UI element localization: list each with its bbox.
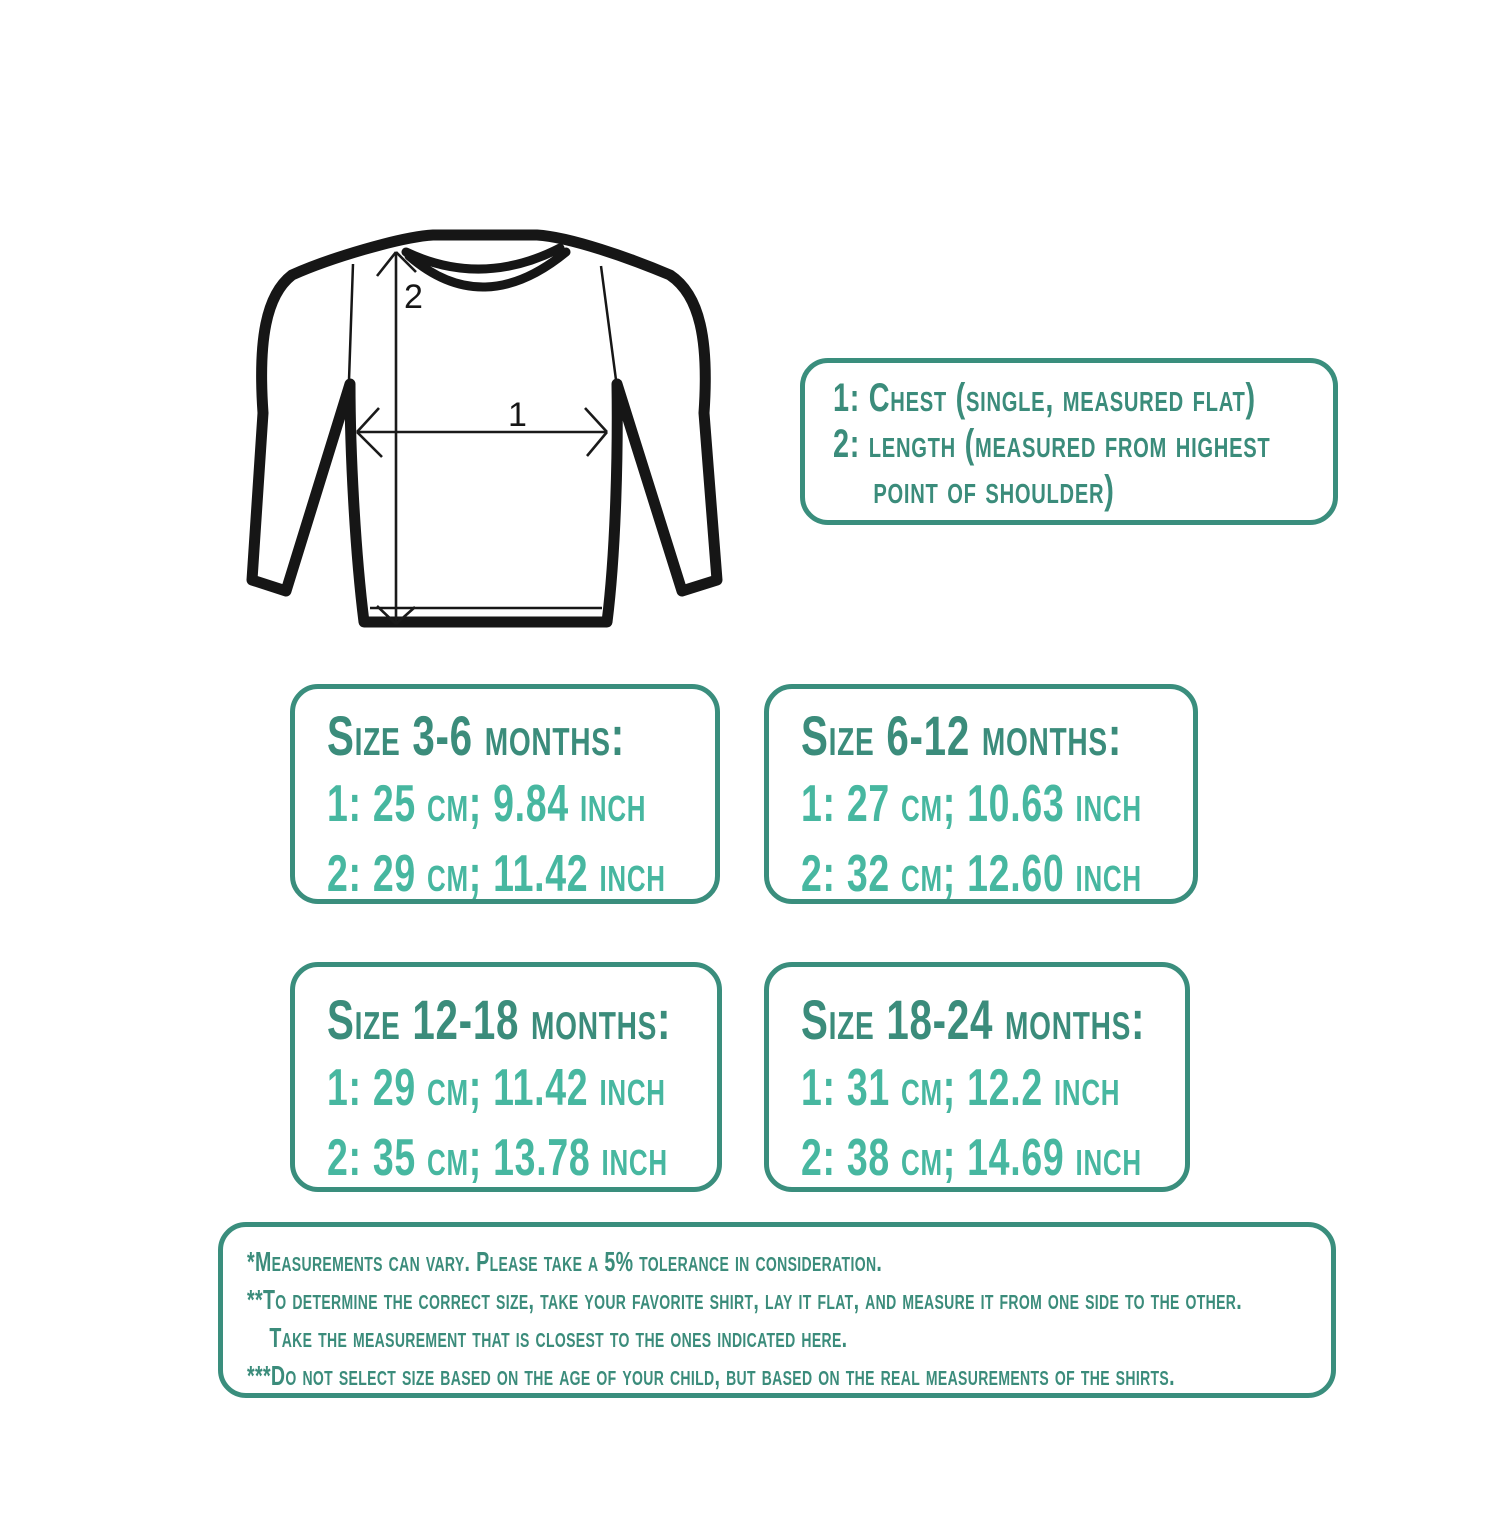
chest-measure-arrow [356, 407, 608, 458]
size-box-6-12-months: Size 6-12 months: 1: 27 cm; 10.63 inch 2… [764, 684, 1198, 904]
length-measurement: 2: 29 cm; 11.42 inch [327, 845, 666, 903]
length-measurement: 2: 32 cm; 12.60 inch [801, 845, 1142, 903]
length-measurement: 2: 38 cm; 14.69 inch [801, 1129, 1142, 1187]
size-box-3-6-months: Size 3-6 months: 1: 25 cm; 9.84 inch 2: … [290, 684, 720, 904]
legend-line-chest: 1: Chest (single, measured flat) [833, 376, 1256, 420]
legend-line-length: 2: length (measured from highest [833, 422, 1271, 466]
chest-measurement: 1: 31 cm; 12.2 inch [801, 1059, 1121, 1117]
size-box-title: Size 3-6 months: [327, 704, 625, 767]
footnote-age-warning: ***Do not select size based on the age o… [247, 1360, 1175, 1391]
footnotes-box: *Measurements can vary. Please take a 5%… [218, 1222, 1336, 1398]
measure-label-chest: 1 [508, 396, 527, 434]
size-box-12-18-months: Size 12-18 months: 1: 29 cm; 11.42 inch … [290, 962, 722, 1192]
size-box-title: Size 12-18 months: [327, 988, 672, 1051]
size-box-title: Size 6-12 months: [801, 704, 1123, 767]
size-box-title: Size 18-24 months: [801, 988, 1146, 1051]
measure-label-length: 2 [404, 278, 423, 316]
measurement-legend: 1: Chest (single, measured flat) 2: leng… [800, 358, 1338, 525]
legend-line-length-cont: point of shoulder) [873, 468, 1115, 512]
size-box-18-24-months: Size 18-24 months: 1: 31 cm; 12.2 inch 2… [764, 962, 1190, 1192]
chest-measurement: 1: 29 cm; 11.42 inch [327, 1059, 666, 1117]
seam-lines [347, 263, 618, 610]
footnote-tolerance: *Measurements can vary. Please take a 5%… [247, 1246, 883, 1277]
collar-band [401, 243, 571, 292]
shirt-diagram: 2 1 [246, 229, 723, 628]
footnote-how-to-measure: **To determine the correct size, take yo… [247, 1284, 1243, 1315]
chest-measurement: 1: 25 cm; 9.84 inch [327, 775, 647, 833]
length-measurement: 2: 35 cm; 13.78 inch [327, 1129, 668, 1187]
footnote-how-to-measure-cont: Take the measurement that is closest to … [269, 1322, 848, 1353]
chest-measurement: 1: 27 cm; 10.63 inch [801, 775, 1142, 833]
shirt-outline [246, 229, 723, 628]
length-measure-arrow [375, 251, 417, 625]
